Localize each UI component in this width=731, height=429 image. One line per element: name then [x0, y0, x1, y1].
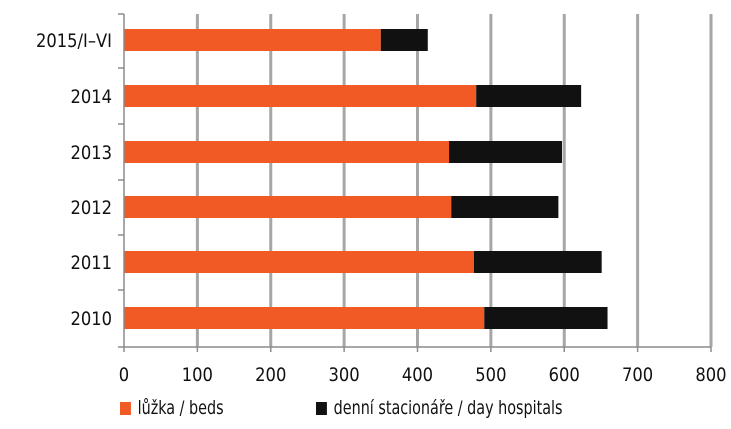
bar-day-hospitals — [451, 196, 559, 218]
bar-day-hospitals — [449, 141, 563, 163]
bar-beds — [124, 141, 450, 163]
grid-layer — [195, 14, 713, 347]
bar-day-hospitals — [380, 29, 428, 51]
x-tick-label: 200 — [255, 365, 286, 386]
bars-layer — [124, 29, 608, 329]
x-tick-label: 0 — [119, 365, 129, 386]
legend: lůžka / beds denní stacionáře / day hosp… — [0, 397, 731, 425]
bar-day-hospitals — [476, 85, 582, 107]
legend-label-beds: lůžka / beds — [137, 397, 224, 419]
bar-day-hospitals — [484, 307, 608, 329]
bar-beds — [124, 307, 485, 329]
y-category-label: 2010 — [70, 309, 112, 330]
bar-beds — [124, 29, 381, 51]
y-category-label: 2014 — [70, 87, 112, 108]
y-category-label: 2011 — [70, 253, 112, 274]
y-category-label: 2012 — [70, 198, 112, 219]
bar-day-hospitals — [473, 251, 602, 273]
axis-layer — [118, 13, 712, 352]
x-tick-label: 100 — [182, 365, 213, 386]
x-tick-label: 300 — [329, 365, 360, 386]
legend-item-beds: lůžka / beds — [120, 397, 224, 419]
legend-item-day-hospitals: denní stacionáře / day hospitals — [316, 397, 563, 419]
legend-swatch-beds — [120, 401, 131, 415]
x-tick-label: 400 — [402, 365, 433, 386]
x-tick-label: 800 — [695, 365, 726, 386]
x-tick-label: 700 — [622, 365, 653, 386]
labels-layer: 0 100 200 300 400 500 600 700 800 2015/I–VI 2014 20… — [36, 31, 727, 386]
legend-label-day-hospitals: denní stacionáře / day hospitals — [333, 397, 563, 419]
legend-swatch-day-hospitals — [316, 401, 327, 415]
x-tick-label: 500 — [475, 365, 506, 386]
y-category-label: 2013 — [70, 143, 112, 164]
y-category-label: 2015/I–VI — [36, 31, 112, 52]
bar-beds — [124, 196, 452, 218]
bar-beds — [124, 85, 477, 107]
x-tick-label: 600 — [549, 365, 580, 386]
bar-beds — [124, 251, 474, 273]
